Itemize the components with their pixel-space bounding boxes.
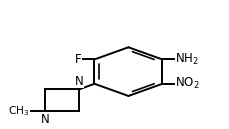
Text: NH$_2$: NH$_2$ bbox=[175, 52, 199, 67]
Text: CH$_3$: CH$_3$ bbox=[8, 104, 30, 118]
Text: NO$_2$: NO$_2$ bbox=[175, 76, 200, 91]
Text: N: N bbox=[75, 75, 84, 88]
Text: N: N bbox=[41, 113, 49, 126]
Text: F: F bbox=[74, 53, 81, 66]
